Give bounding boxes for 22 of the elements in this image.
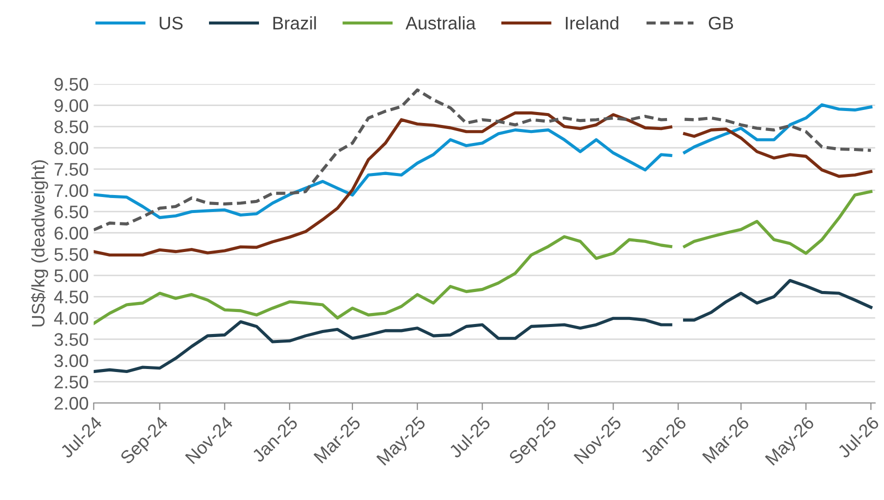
- y-tick-label: 6.00: [54, 226, 88, 240]
- y-tick-label: 8.00: [54, 142, 88, 155]
- y-tick-label: 6.50: [54, 206, 88, 218]
- y-tick-label: 4.00: [54, 312, 88, 325]
- y-tick-label: 9.50: [54, 78, 88, 91]
- y-tick-label: 5.50: [54, 248, 88, 261]
- y-tick-label: 3.00: [54, 354, 88, 368]
- y-tick-label: 8.50: [54, 120, 88, 134]
- y-tick-label: 9.00: [54, 99, 88, 112]
- legend-label: Ireland: [566, 16, 618, 30]
- y-axis-title: US$/kg (deadweight): [31, 160, 48, 326]
- legend-label: Australia: [406, 16, 476, 30]
- y-tick-label: 4.50: [54, 290, 88, 304]
- legend-label: Brazil: [273, 16, 316, 30]
- y-tick-label: 7.00: [54, 184, 88, 198]
- y-tick-label: 2.50: [54, 376, 88, 388]
- y-tick-label: 3.50: [54, 333, 88, 346]
- y-tick-label: 2.00: [54, 396, 88, 410]
- legend-label: US: [160, 16, 183, 30]
- legend-label: GB: [708, 16, 734, 30]
- y-tick-label: 7.50: [54, 163, 88, 176]
- y-tick-label: 5.00: [54, 269, 88, 282]
